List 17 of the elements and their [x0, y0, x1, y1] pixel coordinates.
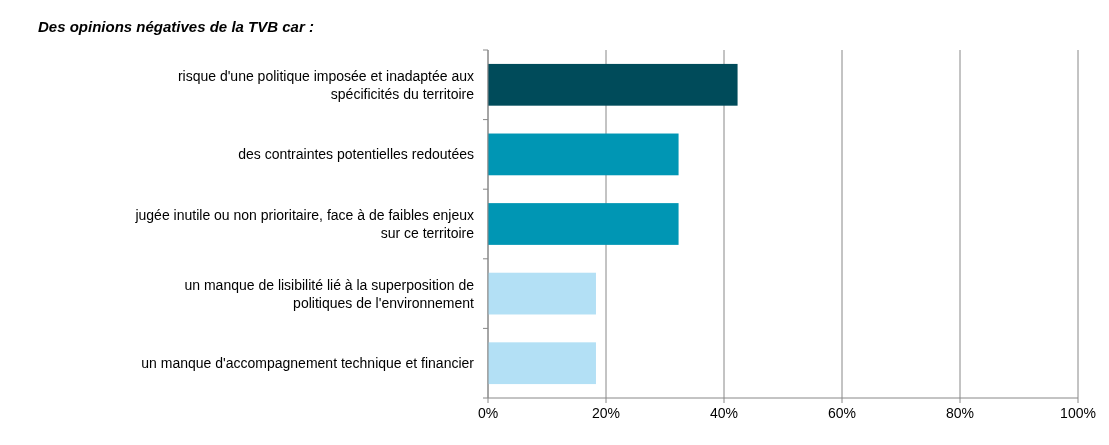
x-tick-label: 100% — [1060, 405, 1096, 421]
y-tick-label: des contraintes potentielles redoutées — [238, 146, 474, 163]
text: Des opinions négatives de la TVB car : — [38, 18, 314, 35]
bar — [488, 272, 596, 315]
x-tick-label: 60% — [827, 405, 857, 421]
y-tick-label: un manque d'accompagnement technique et financier — [141, 355, 475, 372]
x-tick-label: 80% — [945, 405, 975, 421]
bar — [488, 203, 679, 245]
x-tick-label: 0% — [477, 405, 499, 421]
bar — [488, 342, 596, 385]
x-tick-label: 20% — [591, 405, 621, 421]
x-tick-label: 40% — [709, 405, 739, 421]
y-tick-label: un manque de lisibilité lié à la superposition de politiques de l'environnement — [184, 276, 475, 311]
bar — [488, 63, 738, 106]
y-tick-label: jugée inutile ou non prioritaire, face à de faibles enjeux sur ce territoire — [134, 207, 475, 241]
bar — [488, 133, 679, 176]
y-tick-label: risque d'une politique imposée et inadaptée aux spécificités du territoire — [177, 67, 475, 102]
